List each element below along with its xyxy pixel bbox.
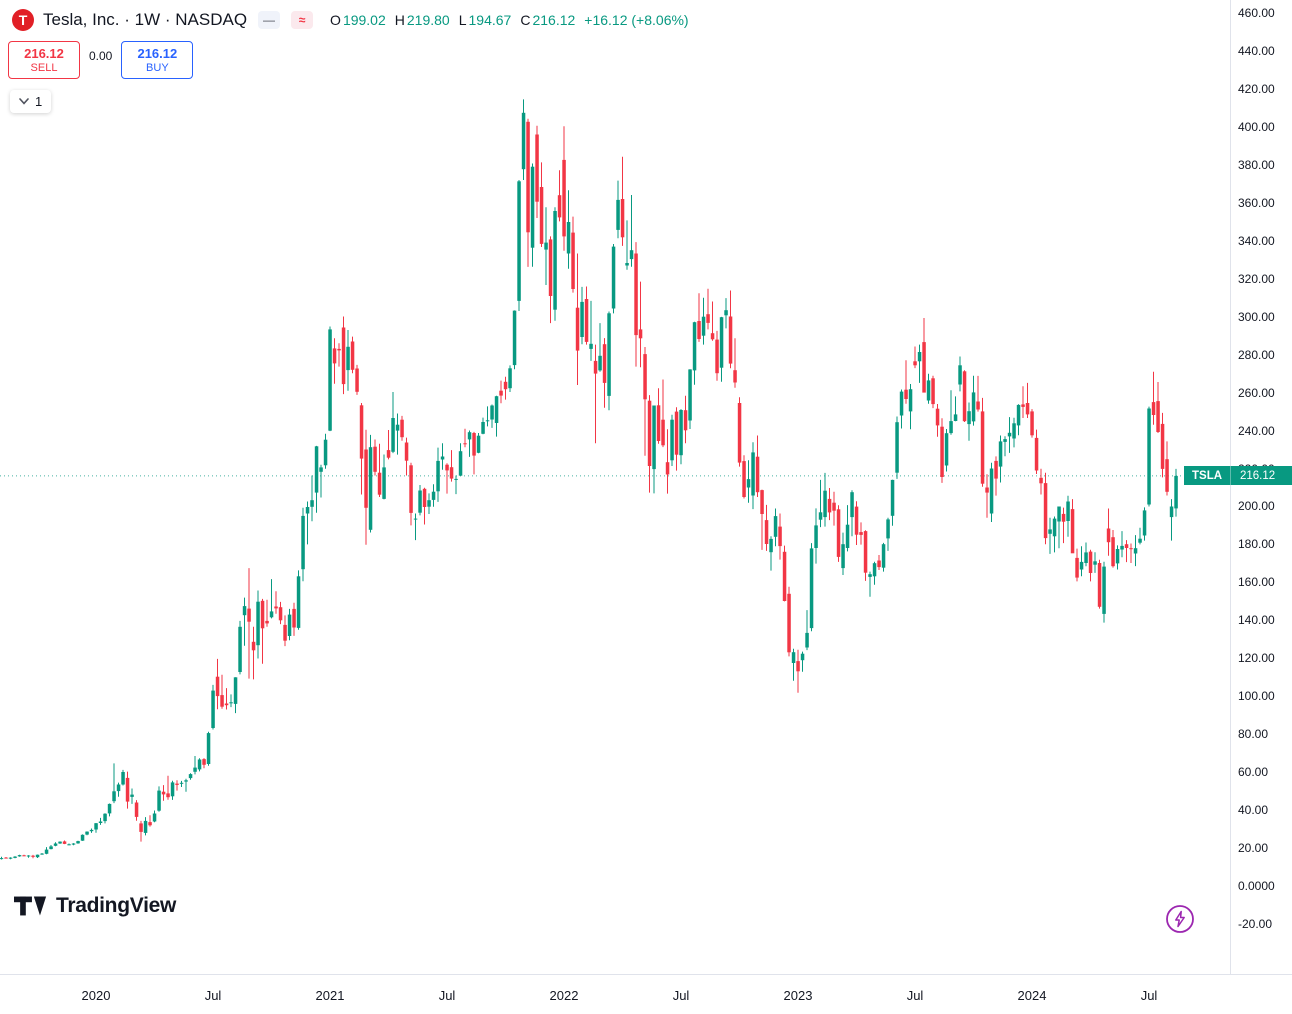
price-axis[interactable]: 460.00 440.00 420.00 400.00 380.00 360.00 340.… xyxy=(1230,0,1292,974)
chevron-down-icon xyxy=(19,98,29,105)
time-tick-label: 2024 xyxy=(1017,988,1047,1003)
price-tick-label: 360.00 xyxy=(1238,196,1275,210)
trade-panel: 216.12 SELL 0.00 216.12 BUY xyxy=(8,41,194,79)
badge-price: 216.12 xyxy=(1230,466,1292,485)
time-tick-label: Jul xyxy=(438,988,456,1003)
time-tick-label: 2023 xyxy=(783,988,813,1003)
price-tick-label: 40.00 xyxy=(1238,803,1269,817)
symbol-title[interactable]: Tesla, Inc. · 1W · NASDAQ xyxy=(43,10,248,29)
symbol-header: T Tesla, Inc. · 1W · NASDAQ — ≈ O 199.02 … xyxy=(12,7,689,33)
price-tick-label: 460.00 xyxy=(1238,6,1275,20)
price-tick-label: 80.00 xyxy=(1238,727,1269,741)
indicator-dash-chip-icon[interactable]: — xyxy=(258,11,281,29)
time-tick-label: 2020 xyxy=(81,988,111,1003)
time-tick-label: Jul xyxy=(204,988,222,1003)
ohlc-open: O 199.02 xyxy=(330,12,386,28)
boost-lightning-icon[interactable] xyxy=(1165,904,1195,934)
tesla-logo-icon: T xyxy=(12,9,34,31)
tradingview-logo[interactable]: TradingView xyxy=(14,894,176,918)
price-tick-label: 100.00 xyxy=(1238,689,1275,703)
price-tick-label: 340.00 xyxy=(1238,234,1275,248)
ohlc-low: L 194.67 xyxy=(458,12,512,28)
price-tick-label: 260.00 xyxy=(1238,386,1275,400)
time-tick-label: Jul xyxy=(906,988,924,1003)
last-price-badge: TSLA 216.12 xyxy=(1184,466,1292,485)
price-tick-label: 300.00 xyxy=(1238,310,1275,324)
buy-price: 216.12 xyxy=(137,46,178,61)
candlestick-chart[interactable] xyxy=(0,0,1230,974)
ohlc-high: H 219.80 xyxy=(394,12,450,28)
price-tick-label: 120.00 xyxy=(1238,651,1275,665)
interval-count: 1 xyxy=(35,94,43,109)
sell-price: 216.12 xyxy=(24,46,64,61)
tradingview-mark-icon xyxy=(14,896,47,916)
price-tick-label: 380.00 xyxy=(1238,158,1275,172)
price-tick-label: 0.0000 xyxy=(1238,879,1275,893)
ohlc-close: C 216.12 xyxy=(520,12,576,28)
price-tick-label: 420.00 xyxy=(1238,82,1275,96)
indicator-wave-chip-icon[interactable]: ≈ xyxy=(291,11,314,29)
time-axis[interactable]: 2020 Jul 2021 Jul 2022 Jul 2023 Jul 2024 Jul xyxy=(0,974,1292,1014)
sell-button[interactable]: 216.12 SELL xyxy=(8,41,80,79)
price-tick-label: 180.00 xyxy=(1238,537,1275,551)
spread-value: 0.00 xyxy=(80,49,122,63)
ohlc-readout: O 199.02 H 219.80 L 194.67 C 216.12 +16.12 (… xyxy=(330,12,689,28)
time-tick-label: Jul xyxy=(672,988,690,1003)
price-tick-label: 20.00 xyxy=(1238,841,1269,855)
buy-button[interactable]: 216.12 BUY xyxy=(121,41,194,79)
interval-collapse-chip[interactable]: 1 xyxy=(10,90,52,113)
price-tick-label: 200.00 xyxy=(1238,499,1275,513)
price-tick-label: 140.00 xyxy=(1238,613,1275,627)
time-tick-label: 2022 xyxy=(549,988,579,1003)
price-tick-label: 320.00 xyxy=(1238,272,1275,286)
price-tick-label: 440.00 xyxy=(1238,44,1275,58)
price-tick-label: 240.00 xyxy=(1238,424,1275,438)
ohlc-change: +16.12 (+8.06%) xyxy=(584,12,689,28)
tradingview-wordmark: TradingView xyxy=(56,894,177,917)
time-tick-label: Jul xyxy=(1140,988,1158,1003)
badge-symbol: TSLA xyxy=(1192,469,1223,482)
price-tick-label: -20.00 xyxy=(1238,917,1273,931)
price-tick-label: 280.00 xyxy=(1238,348,1275,362)
price-tick-label: 160.00 xyxy=(1238,575,1275,589)
price-tick-label: 400.00 xyxy=(1238,120,1275,134)
price-tick-label: 60.00 xyxy=(1238,765,1269,779)
time-tick-label: 2021 xyxy=(315,988,345,1003)
